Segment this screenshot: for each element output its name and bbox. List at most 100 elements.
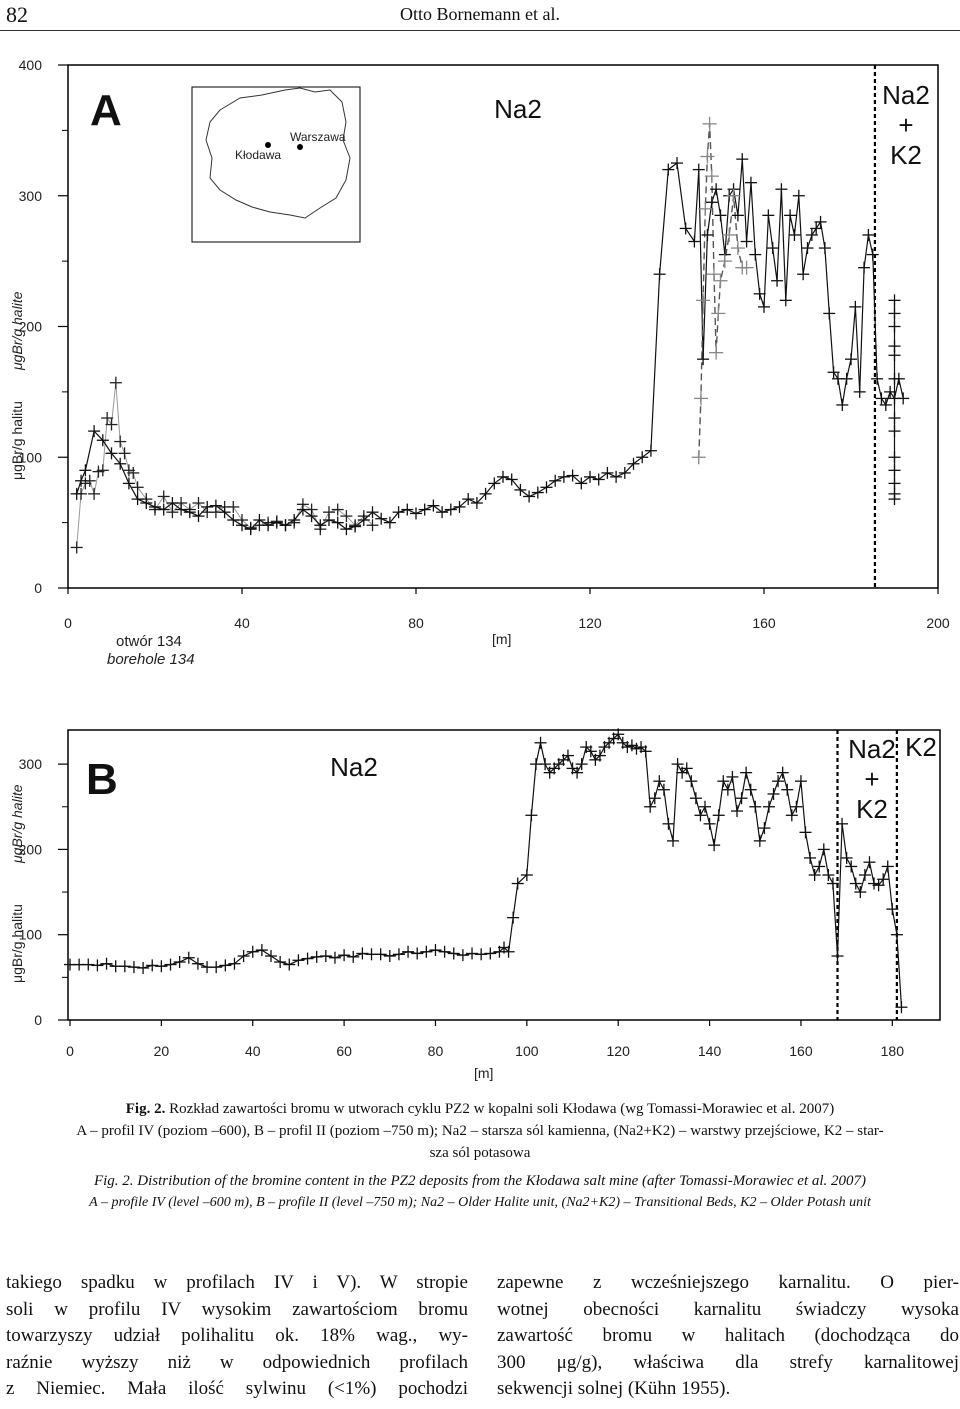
data-point: [525, 809, 538, 822]
data-point: [808, 869, 821, 881]
body-left-line-3: towarzyszy udział polihalitu ok. 18% wag…: [6, 1325, 468, 1346]
data-point: [799, 826, 812, 839]
data-point: [96, 464, 109, 477]
data-point: [511, 877, 524, 890]
data-point: [137, 961, 150, 974]
data-point: [182, 951, 195, 964]
data-point: [722, 227, 737, 242]
data-point: [305, 510, 318, 523]
data-point: [418, 503, 431, 516]
data-point: [540, 481, 553, 494]
data-point: [502, 945, 515, 958]
data-point: [612, 728, 625, 741]
running-head: Otto Bornemann et al.: [400, 4, 560, 24]
data-point: [758, 822, 771, 835]
chart-b-ylabel-en: μgBr/g halite: [9, 784, 25, 864]
body-column-left: takiego spadku w profilach IV i V). W st…: [6, 1270, 468, 1403]
body-left-line-2: soli w profilu IV wysokim zawartościom b…: [6, 1298, 468, 1320]
data-point: [679, 222, 692, 235]
data-point: [804, 851, 817, 864]
data-point: [657, 783, 670, 796]
data-point: [383, 516, 396, 529]
data-point: [753, 287, 766, 300]
chart-b-ticks: [58, 763, 893, 1026]
data-point: [314, 519, 327, 532]
data-point: [584, 470, 596, 483]
data-point: [505, 473, 518, 486]
data-point: [292, 954, 305, 967]
data-point: [410, 507, 422, 520]
data-point: [836, 398, 849, 411]
data-point: [70, 487, 83, 500]
data-point: [470, 497, 483, 510]
data-point: [653, 268, 666, 281]
chart-b-series: [70, 733, 903, 1008]
data-point: [762, 800, 775, 813]
x-tick-label: 120: [578, 615, 602, 631]
data-point: [744, 176, 757, 189]
data-point: [639, 745, 652, 758]
data-point: [571, 766, 584, 779]
data-point: [447, 947, 460, 960]
data-point: [114, 435, 127, 448]
data-point: [427, 499, 440, 512]
data-point: [549, 474, 562, 487]
x-tick-label: 120: [607, 1043, 631, 1059]
data-point: [884, 385, 897, 398]
data-point: [854, 886, 867, 899]
zone-label: Na2: [494, 94, 542, 124]
data-point: [801, 242, 814, 255]
y-tick-label: 0: [34, 1012, 42, 1028]
data-point: [840, 851, 853, 864]
chart-a-markers: [70, 116, 910, 554]
inset-map-frame: [191, 86, 361, 243]
city-label-warszawa: Warszawa: [290, 130, 346, 144]
data-point: [871, 372, 884, 385]
data-point: [340, 523, 353, 536]
data-point: [730, 241, 745, 256]
x-tick-label: 200: [926, 615, 950, 631]
data-point: [157, 503, 170, 516]
data-point: [692, 163, 705, 176]
data-point: [475, 948, 488, 961]
data-point: [762, 209, 775, 222]
chart-a-ticks: [58, 64, 939, 594]
data-point: [402, 945, 415, 958]
data-point: [164, 958, 177, 971]
data-point: [739, 260, 754, 275]
data-point: [366, 519, 379, 532]
data-point: [753, 834, 766, 847]
body-right-line-1: zapewne z wcześniejszego karnalitu. O pi…: [497, 1272, 959, 1293]
data-point: [610, 470, 623, 483]
data-point: [218, 506, 231, 519]
data-point: [667, 834, 680, 847]
data-point: [827, 366, 840, 379]
zone-label-line: +: [898, 110, 913, 140]
data-point: [210, 961, 223, 974]
data-point: [488, 477, 501, 490]
data-point: [671, 157, 683, 170]
data-point: [122, 477, 135, 490]
caption-pl-desc-1: A – profil IV (poziom –600), B – profil …: [76, 1123, 884, 1139]
data-point: [691, 450, 706, 465]
data-point: [797, 268, 810, 281]
data-point: [191, 957, 204, 970]
caption-pl-desc-2: sza sól potasowa: [429, 1145, 531, 1161]
data-point: [636, 451, 649, 464]
data-point: [711, 306, 726, 321]
header-rule: [0, 30, 960, 31]
y-tick-label: 100: [19, 927, 43, 943]
data-point: [853, 385, 866, 398]
data-point: [279, 519, 292, 532]
data-point: [714, 209, 727, 222]
caption-pl-title-line: Fig. 2. Rozkład zawartości bromu w utwor…: [0, 1098, 960, 1120]
data-point: [790, 800, 803, 813]
data-point: [420, 945, 433, 958]
data-point: [438, 945, 451, 958]
data-point: [730, 805, 743, 818]
data-point: [497, 470, 509, 483]
data-point: [721, 783, 734, 796]
chart-a-tick-labels: 0 100 200 300 400 0 40 80 120 160 200: [19, 57, 950, 631]
y-tick-label: 400: [19, 57, 43, 73]
